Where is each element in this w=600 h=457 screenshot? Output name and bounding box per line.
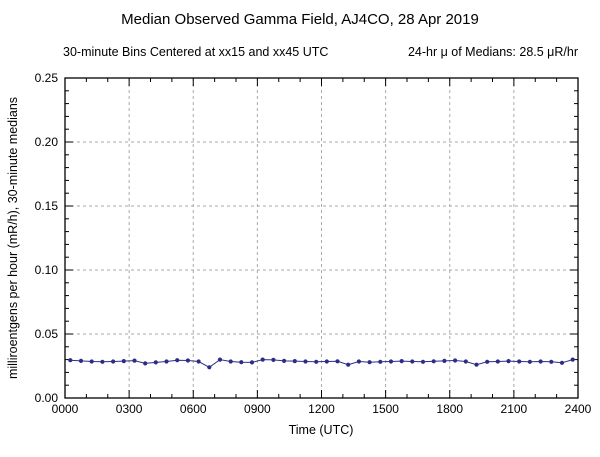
chart-subtitle-mean: 24-hr μ of Medians: 28.5 μR/hr: [408, 45, 578, 59]
svg-text:0000: 0000: [52, 402, 79, 416]
svg-text:2100: 2100: [501, 402, 528, 416]
svg-text:1500: 1500: [372, 402, 399, 416]
svg-text:0900: 0900: [244, 402, 271, 416]
y-axis-label: milliroentgens per hour (mR/h), 30-minut…: [6, 97, 20, 379]
svg-text:0.05: 0.05: [35, 327, 59, 341]
svg-text:0600: 0600: [180, 402, 207, 416]
svg-text:2400: 2400: [565, 402, 592, 416]
chart-title: Median Observed Gamma Field, AJ4CO, 28 A…: [121, 11, 479, 28]
svg-text:0.20: 0.20: [35, 135, 59, 149]
chart-subtitle-bins: 30-minute Bins Centered at xx15 and xx45…: [63, 45, 328, 59]
svg-text:1200: 1200: [308, 402, 335, 416]
svg-text:0.15: 0.15: [35, 199, 59, 213]
plot-area: 0000 0300 0600 0900 1200 1500 1800 2100 2400 0.00…: [35, 71, 592, 416]
svg-text:0300: 0300: [116, 402, 143, 416]
x-axis-label: Time (UTC): [289, 423, 354, 437]
svg-text:0.25: 0.25: [35, 71, 59, 85]
svg-text:0.00: 0.00: [35, 391, 59, 405]
svg-text:1800: 1800: [436, 402, 463, 416]
svg-text:0.10: 0.10: [35, 263, 59, 277]
